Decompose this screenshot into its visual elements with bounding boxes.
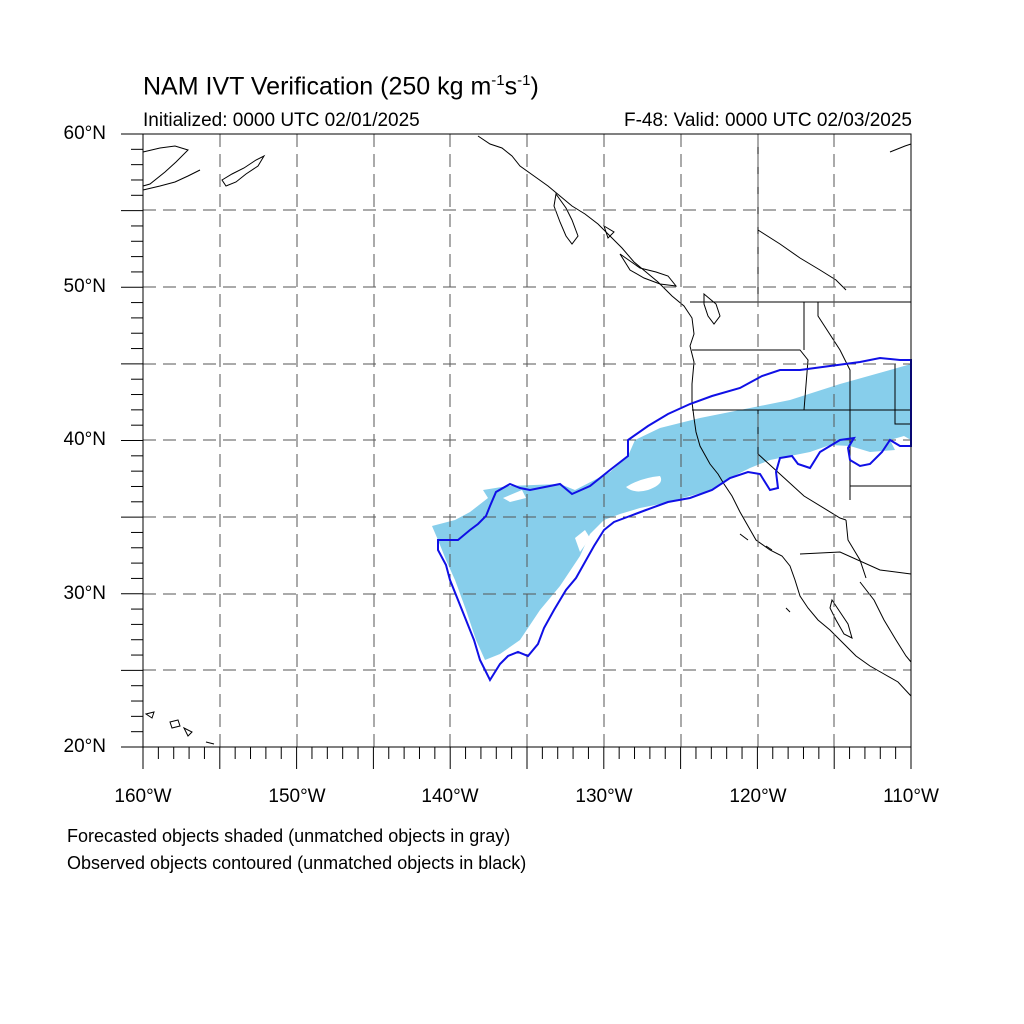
lat-label-30n: 30°N	[63, 583, 106, 604]
map-frame	[121, 133, 912, 769]
map-title: NAM IVT Verification (250 kg m-1s-1)	[143, 72, 539, 101]
forecast-objects	[432, 364, 911, 660]
lon-label-150w: 150°W	[268, 786, 326, 807]
lon-label-120w: 120°W	[729, 786, 787, 807]
lon-label-140w: 140°W	[421, 786, 479, 807]
lat-label-20n: 20°N	[63, 736, 106, 757]
lat-lon-grid	[143, 134, 911, 747]
initialized-time: Initialized: 0000 UTC 02/01/2025	[143, 110, 420, 131]
lon-label-130w: 130°W	[575, 786, 633, 807]
lon-label-110w: 110°W	[883, 786, 939, 807]
lat-label-40n: 40°N	[63, 429, 106, 450]
observed-ivt-contour	[437, 356, 912, 683]
observed-note: Observed objects contoured (unmatched ob…	[67, 853, 527, 873]
valid-time: F-48: Valid: 0000 UTC 02/03/2025	[624, 110, 912, 131]
lat-label-60n: 60°N	[63, 123, 106, 144]
political-borders	[690, 134, 912, 579]
forecast-ivt-object	[432, 364, 911, 660]
lat-label-50n: 50°N	[63, 276, 106, 297]
forecast-note: Forecasted objects shaded (unmatched obj…	[67, 826, 511, 846]
lon-label-160w: 160°W	[114, 786, 172, 807]
observed-objects	[437, 356, 912, 683]
